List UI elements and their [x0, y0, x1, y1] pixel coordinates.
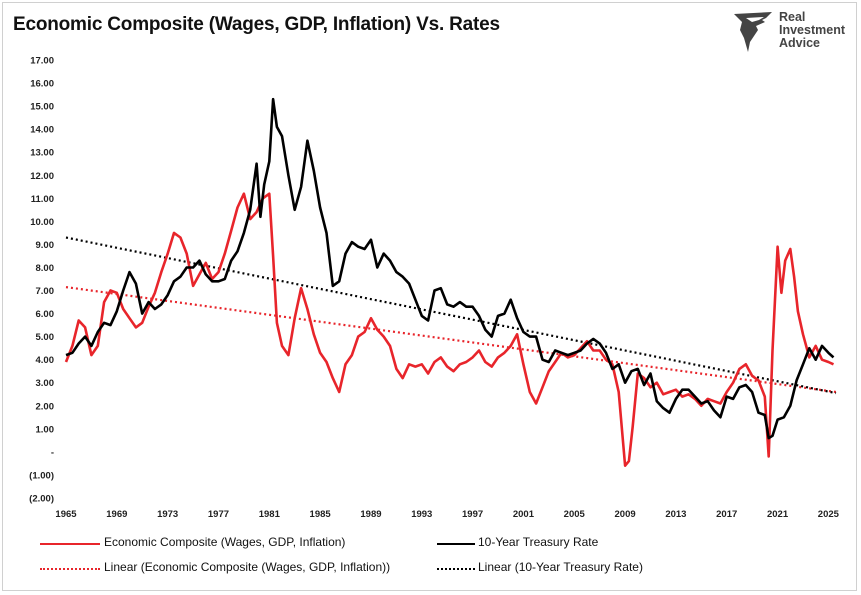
chart-title: Economic Composite (Wages, GDP, Inflatio… — [13, 14, 500, 35]
y-tick-label: 2.00 — [36, 401, 55, 412]
x-tick-label: 2013 — [665, 509, 686, 520]
x-tick-label: 1989 — [360, 509, 381, 520]
logo-line: Advice — [779, 36, 820, 50]
x-tick-label: 1985 — [310, 509, 332, 520]
brand-logo: Real Investment Advice — [732, 8, 852, 54]
x-tick-label: 2005 — [564, 509, 586, 520]
y-tick-label: - — [51, 447, 54, 458]
y-tick-label: 8.00 — [36, 263, 55, 274]
legend-swatch-treasury — [437, 543, 475, 545]
y-tick-label: (2.00) — [29, 494, 54, 505]
legend-swatch-composite-trend — [40, 568, 100, 570]
y-tick-label: 3.00 — [36, 378, 55, 389]
y-tick-label: 17.00 — [30, 56, 54, 67]
plot-area — [64, 97, 837, 468]
y-tick-label: 4.00 — [36, 355, 55, 366]
y-tick-label: 5.00 — [36, 332, 55, 343]
x-tick-label: 2021 — [767, 509, 789, 520]
y-tick-label: 11.00 — [31, 194, 54, 205]
y-axis: 17.00 16.00 15.00 14.00 13.00 12.00 11.00 10.00… — [29, 56, 54, 505]
y-tick-label: 7.00 — [36, 286, 55, 297]
x-tick-label: 1969 — [106, 509, 127, 520]
legend-label-treasury: 10-Year Treasury Rate — [478, 535, 599, 549]
x-tick-label: 1993 — [411, 509, 432, 520]
y-tick-label: 15.00 — [30, 102, 54, 113]
y-tick-label: 10.00 — [30, 217, 54, 228]
legend-swatch-treasury-trend — [437, 568, 475, 570]
legend-label-treasury-trend: Linear (10-Year Treasury Rate) — [478, 560, 643, 574]
series-line-0 — [64, 192, 835, 468]
brand-logo-text: Real Investment Advice — [779, 11, 845, 50]
y-tick-label: 6.00 — [36, 309, 55, 320]
y-tick-label: 14.00 — [30, 125, 54, 136]
x-tick-label: 1997 — [462, 509, 483, 520]
y-tick-label: (1.00) — [29, 470, 54, 481]
x-tick-label: 1977 — [208, 509, 229, 520]
x-axis: 1965 1969 1973 1977 1981 1985 1989 1993 1997 2001… — [55, 509, 839, 520]
series-line-1 — [65, 97, 835, 440]
x-tick-label: 2009 — [615, 509, 636, 520]
x-tick-label: 2025 — [818, 509, 840, 520]
y-tick-label: 9.00 — [36, 240, 55, 251]
series-line-3 — [65, 236, 837, 395]
y-tick-label: 12.00 — [30, 171, 54, 182]
y-tick-label: 13.00 — [30, 148, 54, 159]
logo-line: Real — [779, 10, 806, 24]
x-tick-label: 2001 — [513, 509, 535, 520]
eagle-logo-icon — [734, 12, 772, 52]
x-tick-label: 1965 — [55, 509, 77, 520]
y-tick-label: 16.00 — [30, 79, 54, 90]
legend-label-composite-trend: Linear (Economic Composite (Wages, GDP, … — [104, 560, 391, 574]
logo-line: Investment — [779, 23, 845, 37]
x-tick-label: 1981 — [259, 509, 281, 520]
y-tick-label: 1.00 — [36, 424, 55, 435]
x-tick-label: 1973 — [157, 509, 178, 520]
legend-label-composite: Economic Composite (Wages, GDP, Inflatio… — [104, 535, 346, 549]
series-line-2 — [65, 286, 837, 394]
x-tick-label: 2017 — [716, 509, 737, 520]
legend-swatch-composite — [40, 543, 100, 545]
